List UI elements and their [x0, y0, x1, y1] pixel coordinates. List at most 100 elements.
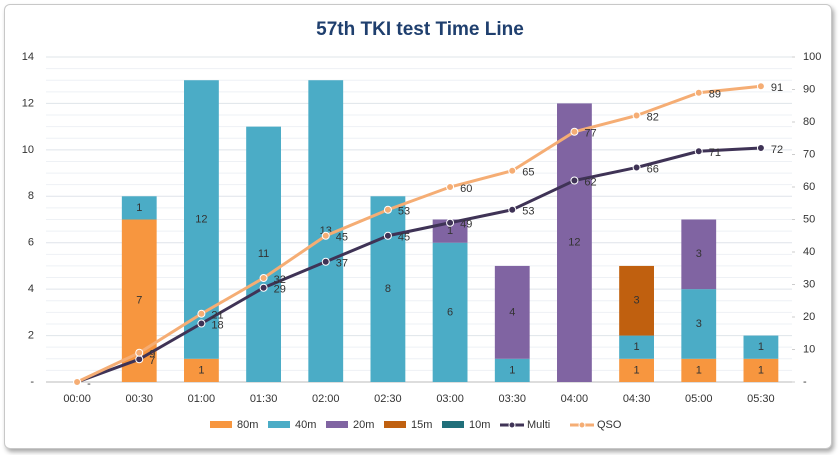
bar-label: 1: [758, 341, 764, 353]
legend-label: QSO: [597, 419, 622, 431]
bar-label: 12: [195, 213, 207, 225]
legend-swatch: [578, 421, 586, 429]
y-tick-label: 6: [28, 237, 34, 249]
x-tick-label: 03:30: [498, 393, 526, 405]
line-point: [508, 205, 517, 214]
legend-label: 80m: [237, 419, 258, 431]
bar-segment: [557, 103, 592, 382]
legend-label: 15m: [411, 419, 432, 431]
line-label: 60: [460, 183, 472, 195]
line-point: [446, 218, 455, 227]
legend-label: Multi: [527, 419, 550, 431]
legend-swatch: [384, 421, 406, 428]
legend-swatch: [442, 421, 464, 428]
x-tick-label: 02:30: [374, 393, 402, 405]
line-point: [570, 127, 579, 136]
line-point: [756, 144, 765, 152]
line-point: [197, 319, 206, 328]
y2-tick-label: 20: [803, 311, 815, 323]
line-point: [383, 205, 392, 214]
bar-segment: [619, 335, 654, 359]
bar-label: 3: [696, 248, 702, 260]
bar-label: 8: [385, 283, 391, 295]
line: [76, 84, 762, 384]
line-point: [756, 82, 765, 91]
line-label: 77: [584, 128, 596, 140]
line-label: 37: [336, 258, 348, 270]
line-label: 18: [211, 319, 223, 331]
x-tick-label: 00:00: [63, 393, 91, 405]
y2-tick-label: 70: [803, 148, 815, 160]
line-point: [570, 176, 579, 185]
line-label: 29: [274, 284, 286, 296]
line-label: 82: [647, 111, 659, 123]
line-point: [73, 378, 82, 386]
bar-segment: [681, 289, 717, 359]
bar-segment: [494, 358, 530, 382]
line-label: 45: [336, 232, 348, 244]
y2-tick-label: -: [803, 376, 807, 388]
bar-segment: [619, 265, 654, 336]
line-label: 72: [771, 144, 783, 156]
line-label: 62: [584, 176, 596, 188]
legend-swatch: [268, 421, 290, 428]
line-label: 65: [522, 167, 534, 179]
line-label: 53: [398, 206, 410, 218]
line-point: [508, 166, 517, 175]
y2-tick-label: 100: [803, 51, 821, 63]
y2-tick-label: 90: [803, 83, 815, 95]
line-label: -: [87, 378, 91, 390]
line-point: [259, 274, 268, 282]
line-point: [383, 231, 392, 240]
bar-label: 12: [568, 237, 580, 249]
bar-label: 3: [634, 295, 640, 307]
line-point: [259, 283, 268, 292]
line-label: 53: [522, 206, 534, 218]
bar-segment: [619, 358, 654, 382]
x-tick-label: 02:00: [312, 393, 340, 405]
bar-label: 6: [447, 306, 453, 318]
line-label: 21: [211, 310, 223, 322]
bar-label: 1: [198, 364, 204, 376]
bar-label: 7: [136, 295, 142, 307]
y-tick-label: 4: [28, 283, 34, 295]
bar-segment: [681, 219, 717, 290]
chart-title: 57th TKI test Time Line: [316, 19, 524, 40]
bar-segment: [246, 126, 281, 383]
y2-tick-label: 50: [803, 213, 815, 225]
y2-tick-label: 40: [803, 246, 815, 258]
line-point: [135, 355, 144, 364]
bar-label: 1: [136, 202, 142, 214]
line-label: 49: [460, 219, 472, 231]
y2-tick-label: 60: [803, 181, 815, 193]
y-tick-label: 14: [22, 51, 34, 63]
bar-label: 1: [634, 364, 640, 376]
legend-swatch: [210, 421, 232, 428]
line-point: [694, 88, 703, 97]
line-point: [197, 309, 206, 318]
line: [76, 146, 761, 384]
y-tick-label: 10: [22, 144, 34, 156]
line-point: [321, 231, 330, 240]
legend-label: 10m: [469, 419, 490, 431]
x-tick-label: 04:00: [561, 393, 589, 405]
bar-segment: [121, 196, 157, 220]
line-point: [694, 147, 703, 156]
line-point: [632, 111, 641, 120]
bar-label: 3: [696, 318, 702, 330]
y-tick-label: 12: [22, 97, 34, 109]
bar-segment: [743, 358, 779, 382]
legend-swatch: [508, 421, 516, 429]
y-tick-label: -: [30, 376, 34, 388]
line-point: [632, 163, 641, 172]
legend-label: 40m: [295, 419, 316, 431]
bar-label: 1: [447, 225, 453, 237]
line-label: 71: [709, 147, 721, 159]
y-tick-label: 2: [28, 329, 34, 341]
bar-segment: [370, 196, 406, 382]
x-tick-label: 05:30: [747, 393, 775, 405]
bar-label: 1: [509, 364, 515, 376]
bar-segment: [184, 358, 219, 382]
bar-label: 1: [696, 364, 702, 376]
